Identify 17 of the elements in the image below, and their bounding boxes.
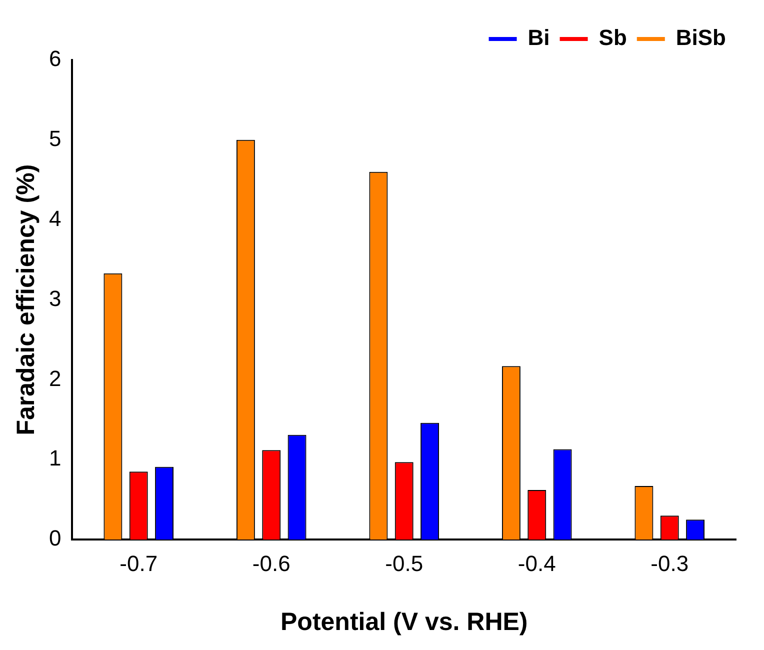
y-tick-label: 1 [48, 446, 62, 471]
x-tick-label: -0.3 [650, 550, 689, 576]
legend-label: Bi [528, 25, 550, 50]
x-tick-label: -0.6 [252, 550, 290, 576]
y-tick-label: 3 [48, 286, 62, 311]
y-tick-label: 4 [48, 206, 62, 231]
x-axis-title: Potential (V vs. RHE) [280, 608, 528, 636]
x-tick-label: -0.5 [385, 550, 424, 576]
y-tick-label: 0 [48, 526, 62, 551]
legend-label: BiSb [676, 25, 726, 50]
x-tick-label: -0.4 [518, 550, 556, 576]
y-tick-label: 6 [48, 46, 62, 72]
y-tick-label: 5 [48, 126, 62, 151]
x-tick-label: -0.7 [120, 550, 158, 576]
legend-label: Sb [598, 25, 627, 50]
y-tick-label: 2 [48, 366, 62, 391]
y-axis-title: Faradaic efficiency (%) [12, 164, 40, 436]
